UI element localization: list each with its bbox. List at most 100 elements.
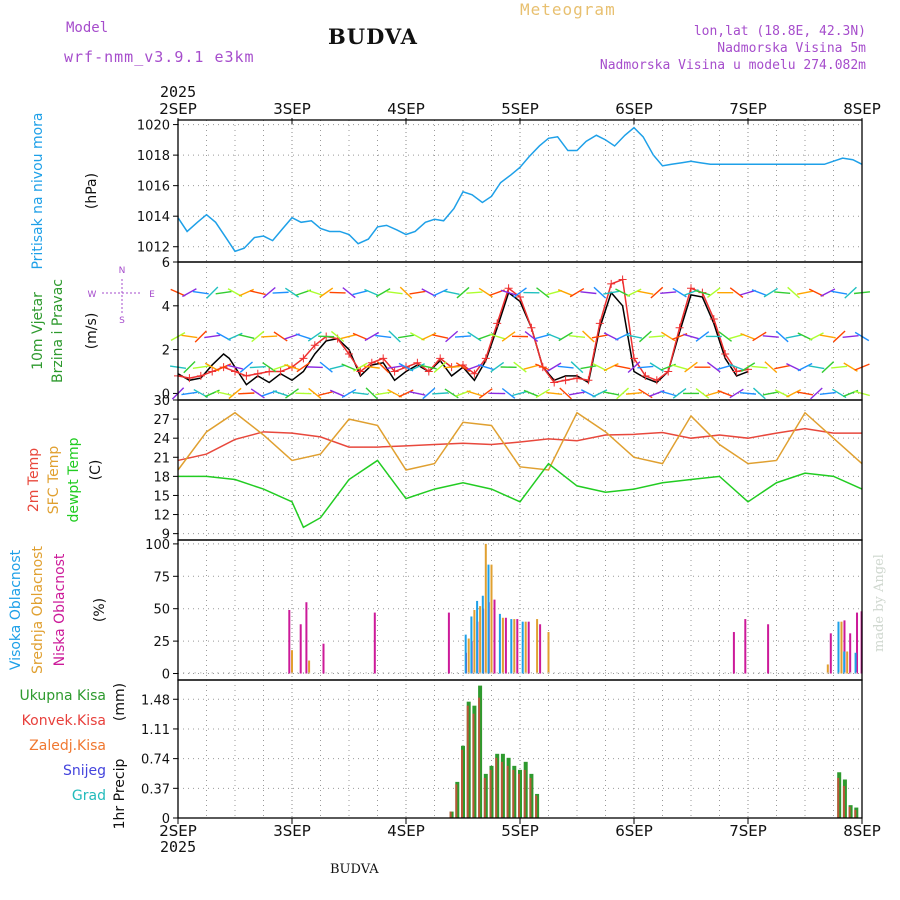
precip-conv-bar <box>535 795 538 818</box>
model-name: wrf-nmm_v3.9.1 e3km <box>64 48 255 66</box>
cloud-baseline-tick <box>758 672 760 674</box>
cloud-baseline-tick <box>559 672 561 674</box>
precip-conv-bar <box>461 749 463 818</box>
cloud-mid-bar <box>490 564 493 674</box>
temperature-ytick-label: 15 <box>153 489 170 504</box>
wind-arrow <box>443 365 460 369</box>
cloud-ytick-label: 25 <box>153 635 170 650</box>
wind-arrow <box>330 330 345 343</box>
wind-arrow <box>717 364 734 371</box>
wind-unit-label: (m/s) <box>84 313 100 350</box>
cloud-baseline-tick <box>770 672 772 674</box>
cloud-low-bar <box>504 617 507 674</box>
wind-arrow <box>683 333 699 340</box>
wind-arrow <box>751 365 768 369</box>
wind-arrow <box>353 362 368 372</box>
pressure-ytick-label: 1012 <box>137 241 170 256</box>
wind-speed-marker <box>390 367 399 376</box>
cloud-mid-bar <box>513 619 516 674</box>
temperature-ytick-label: 18 <box>153 470 170 485</box>
x-tick-label-top: 6SEP <box>615 100 653 118</box>
cloud-baseline-tick <box>325 672 327 674</box>
wind-arrow <box>432 392 449 395</box>
cloud-baseline-tick <box>719 672 720 674</box>
wind-arrow <box>559 387 572 400</box>
wind-arrow <box>615 332 631 341</box>
wind-arrow <box>820 288 836 297</box>
cloud-ytick-label: 0 <box>162 668 170 683</box>
wind-arrow <box>637 365 654 369</box>
wind-arrow <box>272 390 289 397</box>
cloud-baseline-tick <box>280 672 282 674</box>
wind-arrow <box>352 391 369 396</box>
cloud-baseline-tick <box>593 672 595 674</box>
precip-conv-bar <box>506 765 509 818</box>
precip-legend-label: Grad <box>72 788 106 804</box>
cloud-baseline-tick <box>610 672 612 674</box>
cloud-baseline-tick <box>245 672 247 674</box>
wind-arrow <box>399 286 413 299</box>
wind-arrow <box>717 389 733 397</box>
cloud-baseline-tick <box>530 672 532 674</box>
cloud-low-bar <box>493 599 496 674</box>
wind-arrow <box>454 335 472 338</box>
cloud-high-bar <box>470 616 473 674</box>
wind-speed-marker <box>299 354 308 363</box>
wind-arrow <box>215 290 232 295</box>
cloud-baseline-tick <box>257 672 259 674</box>
precip-conv-bar <box>455 784 458 818</box>
cloud-baseline-tick <box>200 672 202 674</box>
cloud-baseline-tick <box>240 672 242 674</box>
wind-arrow <box>752 331 767 342</box>
cloud-ytick-label: 75 <box>153 570 170 585</box>
pressure-ytick-label: 1016 <box>137 180 170 195</box>
cloud-high-bar <box>837 621 840 674</box>
wind-arrow <box>797 362 813 372</box>
wind-arrow <box>239 361 253 373</box>
precip-ytick-label: 0 <box>162 812 170 827</box>
wind-speed-marker <box>470 369 479 378</box>
cloud-baseline-tick <box>291 672 293 674</box>
cloud-baseline-tick <box>707 672 709 674</box>
cloud-baseline-tick <box>673 672 675 674</box>
wind-arrow <box>627 361 641 374</box>
cloud-baseline-tick <box>217 672 219 674</box>
precip-conv-bar <box>489 769 492 818</box>
cloud-baseline-tick <box>308 672 310 674</box>
precip-ytick-label: 1.48 <box>141 693 170 708</box>
cloud-mid-bar <box>547 632 550 674</box>
precip-unit-label: (mm) <box>112 683 128 721</box>
wind-arrow <box>535 388 551 399</box>
wind-arrow <box>796 391 814 396</box>
wind-ytick-label: 4 <box>162 300 170 315</box>
cloud-baseline-tick <box>627 672 629 674</box>
wind-speed-marker <box>687 284 695 293</box>
wind-arrow <box>409 363 425 372</box>
cloud-baseline-tick <box>850 672 852 674</box>
precip-conv-bar <box>495 757 498 818</box>
wind-arrow <box>672 388 687 399</box>
wind-arrow <box>660 390 677 397</box>
wind-arrow <box>319 287 334 298</box>
wind-speed-marker <box>630 354 638 363</box>
cloud-baseline-tick <box>730 672 732 674</box>
wind-arrow <box>762 391 779 396</box>
wind-arrow <box>786 389 802 398</box>
wind-arrow <box>341 363 357 371</box>
cloud-baseline-tick <box>798 672 800 674</box>
temperature-ytick-label: 24 <box>153 432 170 447</box>
cloud-baseline-tick <box>582 672 584 674</box>
cloud-low-bar <box>305 602 308 674</box>
temperature-ytick-label: 9 <box>162 528 170 543</box>
wind-arrow <box>181 334 198 339</box>
wind-arrow <box>593 286 607 299</box>
wind-speed-marker <box>436 354 445 363</box>
cloud-baseline-tick <box>251 672 253 674</box>
cloud-low-bar <box>299 624 302 674</box>
cloud-baseline-tick <box>747 672 749 674</box>
cloud-baseline-tick <box>377 672 378 674</box>
cloud-baseline-tick <box>701 672 703 674</box>
precip-conv-bar <box>854 809 857 818</box>
wind-arrow <box>775 330 789 343</box>
cloud-baseline-tick <box>428 672 430 674</box>
